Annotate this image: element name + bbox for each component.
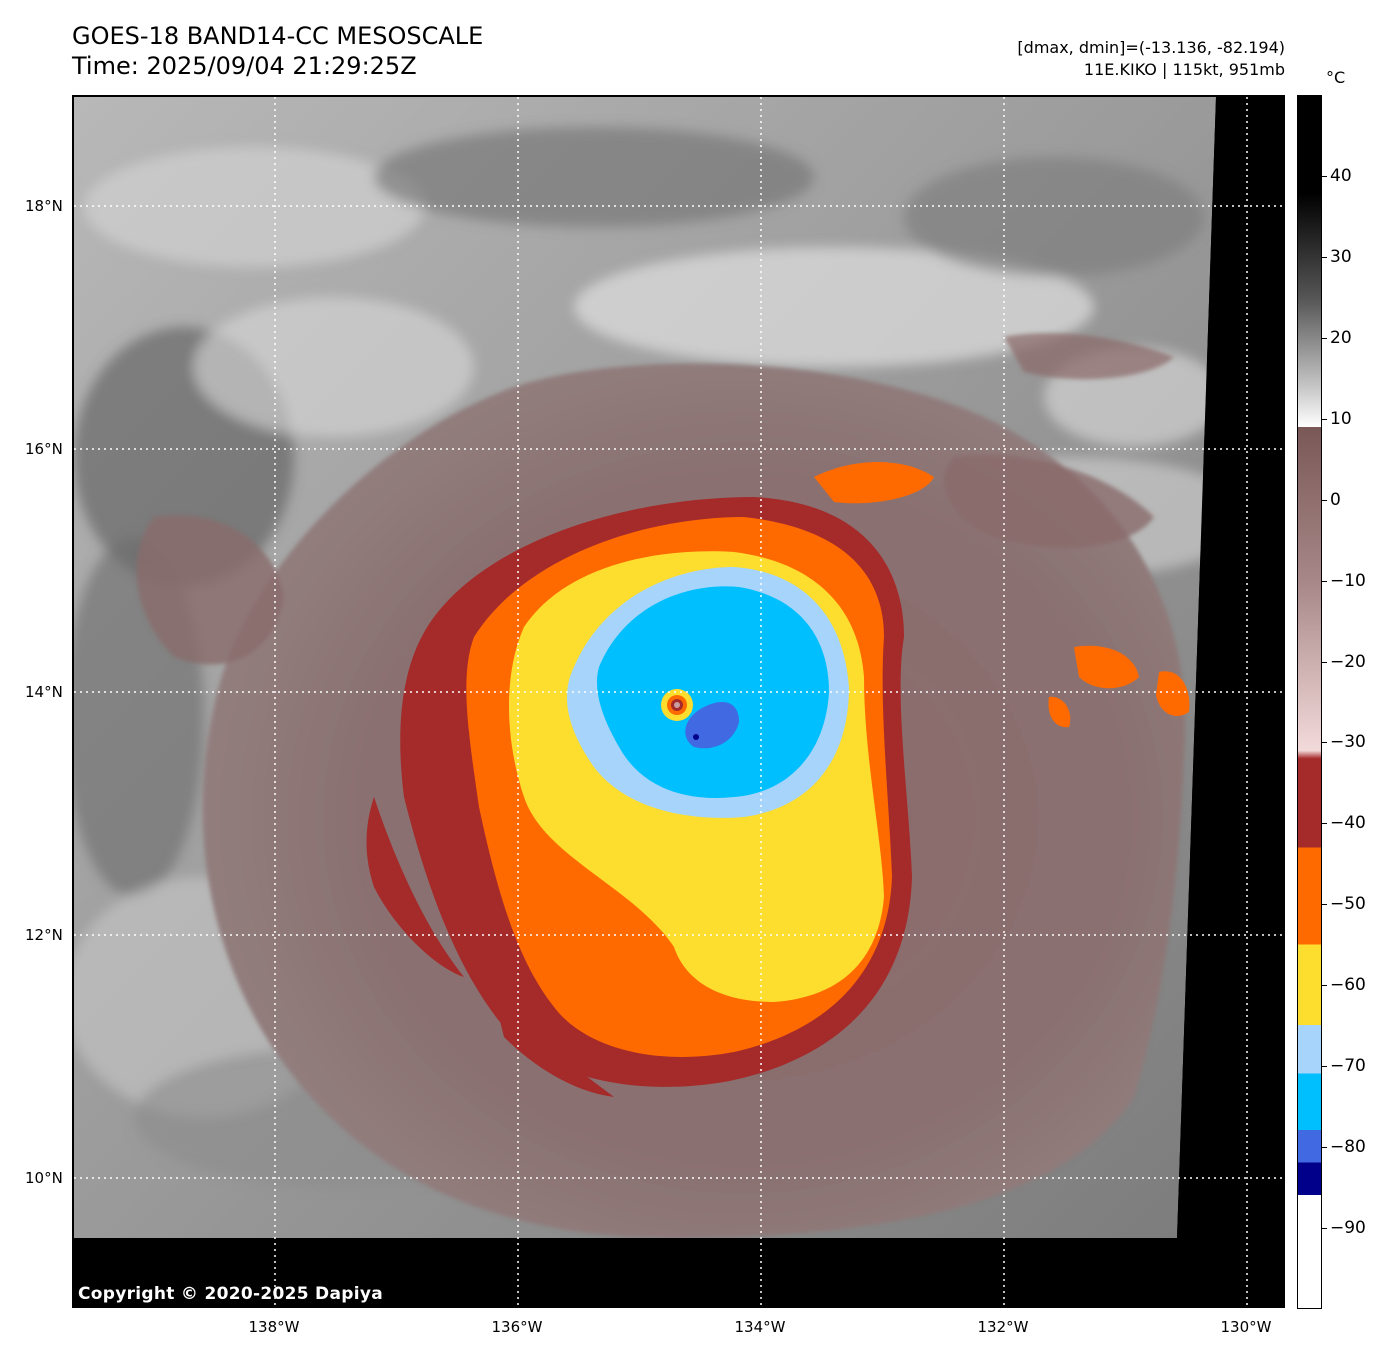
outflow-orange-ne: [814, 462, 934, 504]
colorbar-tick-mark: [1322, 418, 1327, 420]
colorbar-tick-mark: [1322, 661, 1327, 663]
colorbar-tick-mark: [1322, 1228, 1327, 1230]
colorbar-tick-label: −20: [1330, 651, 1366, 672]
lat-label-18n: 18°N: [25, 197, 63, 215]
satellite-imagery: [74, 97, 1283, 1306]
no-data-right: [1177, 97, 1283, 1306]
lat-label-12n: 12°N: [25, 926, 63, 944]
colorbar-tick-label: 30: [1330, 246, 1352, 267]
colorbar-tick-label: −80: [1330, 1137, 1366, 1158]
dmax-dmin-readout: [dmax, dmin]=(-13.136, -82.194): [1017, 38, 1285, 57]
coldest-pixel: [693, 734, 699, 740]
colorbar: [1297, 95, 1322, 1309]
colorbar-tick-mark: [1322, 904, 1327, 906]
convection-orange-e2: [1156, 671, 1190, 716]
lat-label-14n: 14°N: [25, 683, 63, 701]
colorbar-tick-label: 0: [1330, 489, 1341, 510]
graticule: [74, 97, 1283, 1306]
colorbar-tick-label: −50: [1330, 894, 1366, 915]
storm-eye: [661, 689, 693, 721]
colorbar-tick-mark: [1322, 985, 1327, 987]
copyright-notice: Copyright © 2020-2025 Dapiya: [78, 1284, 383, 1304]
colorbar-tick-label: −90: [1330, 1218, 1366, 1239]
colorbar-tick-mark: [1322, 337, 1327, 339]
colorbar-tick-mark: [1322, 823, 1327, 825]
colorbar-tick-label: −70: [1330, 1056, 1366, 1077]
satellite-map[interactable]: [72, 95, 1285, 1308]
lon-label-132w: 132°W: [977, 1318, 1029, 1336]
convection-orange-e: [1074, 645, 1139, 689]
colorbar-tick-mark: [1322, 580, 1327, 582]
lon-label-136w: 136°W: [491, 1318, 543, 1336]
spiral-band-red: [366, 797, 464, 977]
colorbar-tick-label: −30: [1330, 732, 1366, 753]
colorbar-tick-mark: [1322, 1066, 1327, 1068]
colorbar-tick-label: −40: [1330, 813, 1366, 834]
colorbar-tick-mark: [1322, 175, 1327, 177]
colorbar-tick-mark: [1322, 742, 1327, 744]
storm-info: 11E.KIKO | 115kt, 951mb: [1083, 60, 1285, 79]
colorbar-tick-mark: [1322, 499, 1327, 501]
lon-label-130w: 130°W: [1220, 1318, 1272, 1336]
timestamp-title: Time: 2025/09/04 21:29:25Z: [72, 52, 417, 80]
colorbar-unit: °C: [1326, 68, 1346, 87]
cold-band-blue: [596, 586, 829, 798]
lat-label-16n: 16°N: [25, 440, 63, 458]
lon-label-134w: 134°W: [734, 1318, 786, 1336]
colorbar-tick-label: −60: [1330, 975, 1366, 996]
colorbar-tick-label: 20: [1330, 327, 1352, 348]
lon-label-138w: 138°W: [248, 1318, 300, 1336]
colorbar-tick-label: 40: [1330, 165, 1352, 186]
lat-label-10n: 10°N: [25, 1169, 63, 1187]
colorbar-tick-label: −10: [1330, 570, 1366, 591]
chart-title: GOES-18 BAND14-CC MESOSCALE: [72, 22, 484, 50]
colorbar-tick-mark: [1322, 256, 1327, 258]
colorbar-tick-mark: [1322, 1147, 1327, 1149]
colorbar-tick-label: 10: [1330, 408, 1352, 429]
convection-orange-e3: [1048, 696, 1071, 728]
